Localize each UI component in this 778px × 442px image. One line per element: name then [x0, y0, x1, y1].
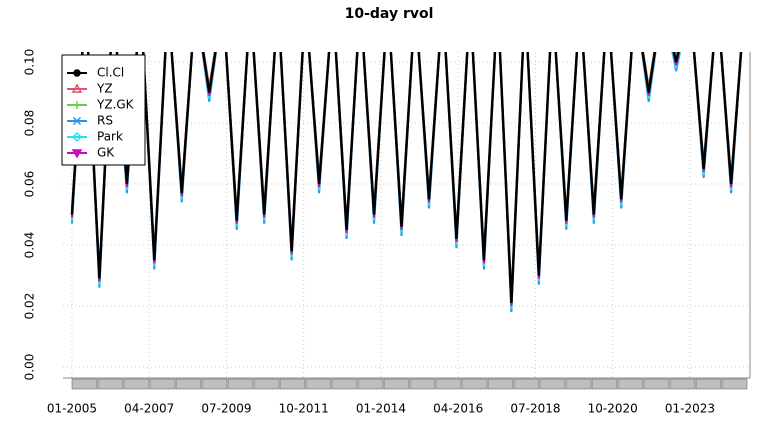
legend-marker	[71, 131, 83, 143]
series-line	[70, 52, 743, 313]
x-tick-label: 01-2014	[356, 402, 406, 416]
axis-block	[461, 378, 488, 390]
axis-block	[331, 378, 358, 390]
legend-item: Park	[67, 130, 123, 144]
legend-item: YZ	[67, 82, 113, 96]
legend-item: RS	[67, 114, 113, 128]
x-tick-label: 07-2018	[510, 402, 560, 416]
legend-item: Cl.Cl	[67, 66, 124, 80]
y-tick-label: 0.00	[23, 354, 37, 381]
axis-block	[227, 378, 254, 390]
x-tick-label: 01-2023	[665, 402, 715, 416]
axis-block	[513, 378, 540, 390]
axis-block	[669, 378, 696, 390]
legend-item: YZ.GK	[67, 98, 135, 112]
axis-block	[305, 378, 332, 390]
y-tick-label: 0.06	[23, 171, 37, 198]
series-line	[70, 52, 743, 307]
chart-title: 10-day rvol	[345, 6, 434, 22]
axis-block	[539, 378, 566, 390]
axis-block	[565, 378, 592, 390]
axis-block	[435, 378, 462, 390]
series-line	[70, 52, 742, 297]
legend-marker	[71, 149, 83, 159]
legend-marker	[71, 83, 83, 93]
axis-block	[201, 378, 228, 390]
series-line	[70, 52, 742, 300]
axis-block	[617, 378, 644, 390]
axis-block	[279, 378, 306, 390]
y-tick-label: 0.10	[23, 49, 37, 76]
legend-marker	[73, 69, 81, 77]
axis-block	[643, 378, 670, 390]
series-line	[70, 52, 743, 304]
x-tick-label: 04-2007	[124, 402, 174, 416]
plot-area	[70, 52, 743, 313]
legend-item: GK	[67, 146, 115, 160]
axis-block	[71, 378, 98, 390]
legend-label: Cl.Cl	[97, 66, 124, 80]
legend-marker	[73, 101, 81, 109]
axis-block	[695, 378, 722, 390]
legend-label: GK	[97, 146, 115, 160]
axis-block	[383, 378, 410, 390]
series-line	[70, 52, 743, 310]
axis-block	[721, 378, 748, 390]
axis-block	[123, 378, 150, 390]
legend-label: Park	[97, 130, 123, 144]
axis-block	[591, 378, 618, 390]
axis-block	[253, 378, 280, 390]
x-tick-label: 10-2011	[279, 402, 329, 416]
axis-block	[487, 378, 514, 390]
axis-block	[149, 378, 176, 390]
x-tick-label: 01-2005	[47, 402, 97, 416]
axis-block	[97, 378, 124, 390]
legend-label: RS	[97, 114, 113, 128]
legend-marker	[72, 116, 82, 126]
y-tick-label: 0.04	[23, 232, 37, 259]
y-tick-label: 0.02	[23, 293, 37, 320]
legend-label: YZ.GK	[96, 98, 135, 112]
y-tick-label: 0.08	[23, 110, 37, 137]
x-tick-label: 07-2009	[201, 402, 251, 416]
axis-block	[175, 378, 202, 390]
x-tick-label: 04-2016	[433, 402, 483, 416]
axis-block	[409, 378, 436, 390]
x-tick-label: 10-2020	[588, 402, 638, 416]
legend-label: YZ	[96, 82, 113, 96]
axis-block	[357, 378, 384, 390]
